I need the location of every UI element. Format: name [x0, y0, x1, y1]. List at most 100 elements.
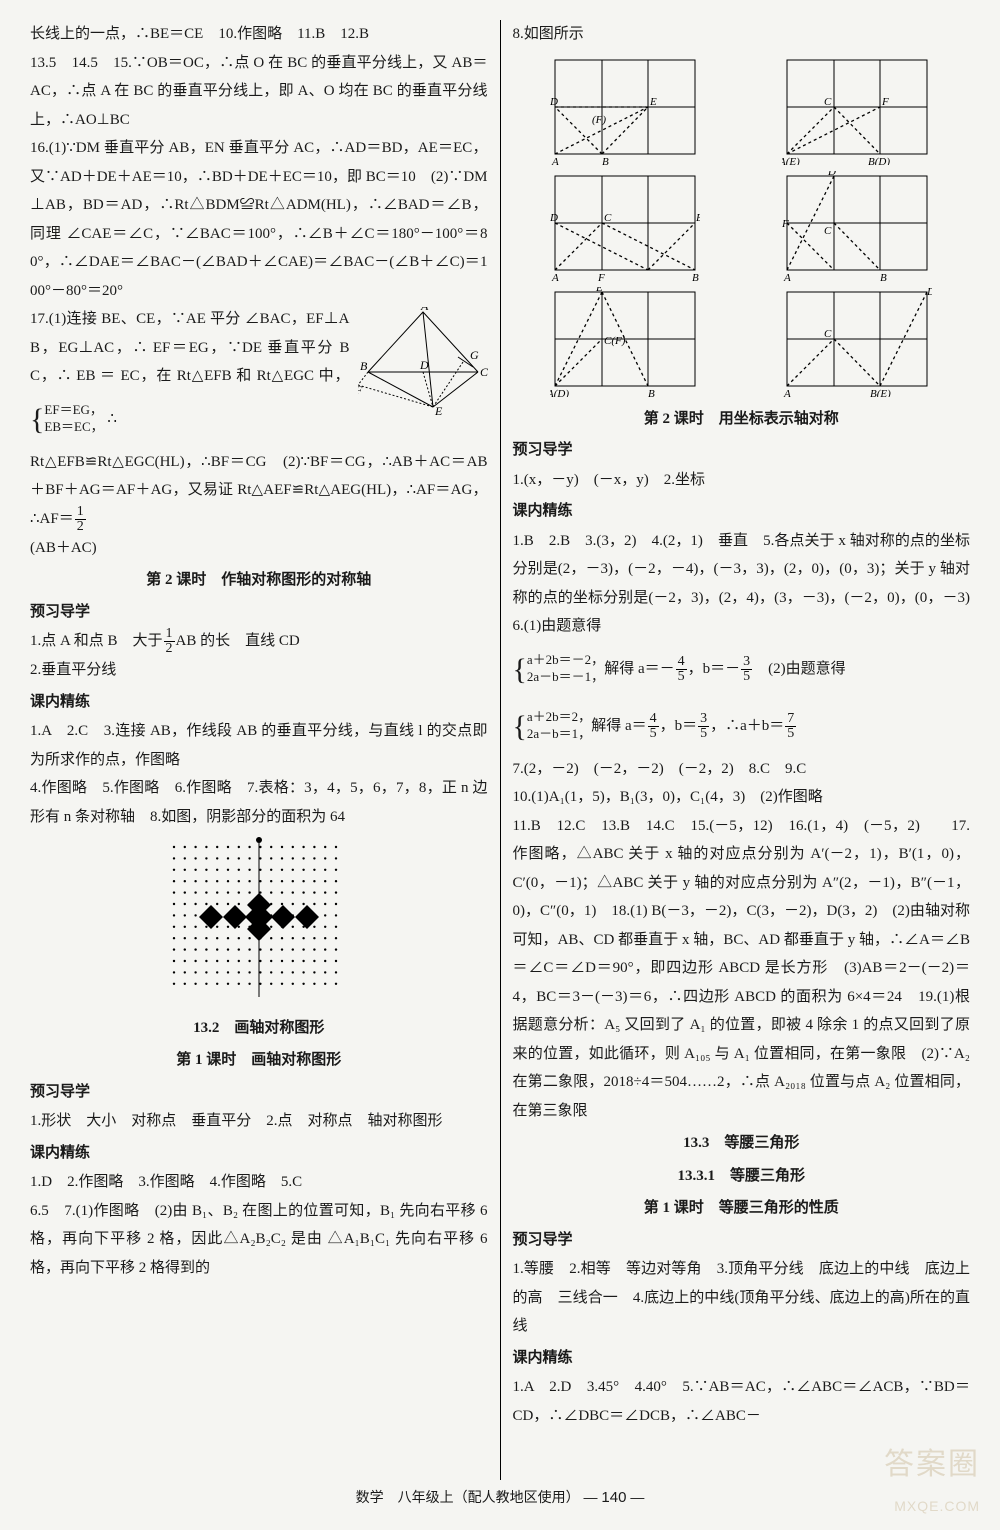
grid-figure: A B(E) C D — [782, 287, 932, 397]
section-subheading: 课内精练 — [30, 1139, 488, 1168]
geometry-figure-17: A B C D E F G — [358, 307, 488, 417]
body-text: 7.(2，－2) (－2，－2) (－2，2) 8.C 9.C — [513, 755, 971, 784]
grid-figure: A B D F C — [782, 171, 932, 281]
svg-text:A: A — [551, 156, 559, 165]
body-text: 4.作图略 5.作图略 6.作图略 7.表格：3，4，5，6，7，8，正 n 边… — [30, 774, 488, 831]
section-subheading: 课内精练 — [513, 497, 971, 526]
lesson-heading: 第 2 课时 作轴对称图形的对称轴 — [30, 566, 488, 595]
text-span: ，b＝ — [660, 717, 698, 733]
body-text: { a＋2b＝－2， 2a－b＝－1， 解得 a＝－45，b＝－35 (2)由题… — [513, 641, 971, 698]
text-span: ∴ — [107, 410, 117, 426]
cases-brace: { EF＝EG， EB＝EC， — [30, 391, 104, 448]
text-span: Rt△EFB≌Rt△EGC(HL)，∴BF＝CG (2)∵BF＝CG，∴AB＋A… — [30, 454, 488, 527]
fraction: 12 — [75, 505, 86, 534]
body-text: 1.A 2.C 3.连接 AB，作线段 AB 的垂直平分线，与直线 l 的交点即… — [30, 717, 488, 774]
grid-figure-row: A B D E (F) A(E) B(D) C F — [513, 55, 971, 397]
footer-text: 数学 八年级上（配人教地区使用） — [356, 1489, 580, 1505]
text-span: 1.B 2.B 3.(3，2) 4.(2，1) 垂直 5.各点关于 x 轴对称的… — [513, 533, 986, 635]
case-line: a＋2b＝－2， — [527, 652, 604, 669]
body-text: 长线上的一点，∴BE＝CE 10.作图略 11.B 12.B — [30, 20, 488, 49]
fraction: 12 — [164, 627, 175, 656]
lesson-heading: 第 2 课时 用坐标表示轴对称 — [513, 405, 971, 434]
svg-text:B(D): B(D) — [868, 156, 890, 165]
watermark-url: MXQE.COM — [884, 1493, 980, 1520]
left-column: 长线上的一点，∴BE＝CE 10.作图略 11.B 12.B 13.5 14.5… — [30, 20, 488, 1480]
section-heading: 13.3 等腰三角形 — [513, 1129, 971, 1158]
page-columns: 长线上的一点，∴BE＝CE 10.作图略 11.B 12.B 13.5 14.5… — [30, 20, 970, 1480]
case-line: a＋2b＝2， — [527, 709, 591, 726]
page-number: 140 — [601, 1489, 626, 1506]
grid-figure: A B C D E F — [550, 171, 700, 281]
body-text: { a＋2b＝2， 2a－b＝1， 解得 a＝45，b＝35，∴a＋b＝75 — [513, 698, 971, 755]
fraction: 45 — [676, 655, 687, 684]
case-line: 2a－b＝－1， — [527, 669, 604, 686]
section-subheading: 预习导学 — [30, 598, 488, 627]
svg-text:B: B — [880, 272, 887, 281]
svg-text:B: B — [692, 272, 699, 281]
svg-text:B(E): B(E) — [870, 388, 891, 397]
svg-text:A(E): A(E) — [782, 156, 800, 165]
svg-text:A: A — [551, 272, 559, 281]
section-subheading: 预习导学 — [30, 1078, 488, 1107]
cases-brace: { a＋2b＝－2， 2a－b＝－1， — [513, 641, 605, 698]
svg-text:D: D — [419, 358, 429, 372]
body-text: 16.(1)∵DM 垂直平分 AB，EN 垂直平分 AC，∴AD＝BD，AE＝E… — [30, 134, 488, 305]
section-subheading: 预习导学 — [513, 436, 971, 465]
body-text: 1.A 2.D 3.45° 4.40° 5.∵AB＝AC，∴∠ABC＝∠ACB，… — [513, 1373, 971, 1430]
svg-text:C: C — [604, 212, 612, 224]
grid-figure: A(E) B(D) C F — [782, 55, 932, 165]
lesson-heading: 第 1 课时 画轴对称图形 — [30, 1046, 488, 1075]
body-text: 1.形状 大小 对称点 垂直平分 2.点 对称点 轴对称图形 — [30, 1107, 488, 1136]
svg-text:F: F — [358, 383, 363, 397]
right-column: 8.如图所示 A B D E (F) — [513, 20, 971, 1480]
text-span: 1.点 A 和点 B 大于 — [30, 633, 163, 649]
svg-text:A: A — [420, 307, 429, 313]
grid-figure: A(D) B E C(F) — [550, 287, 700, 397]
body-text: 2.垂直平分线 — [30, 656, 488, 685]
section-subheading: 课内精练 — [513, 1344, 971, 1373]
watermark: 答案圈 MXQE.COM — [884, 1436, 980, 1520]
svg-text:A(D): A(D) — [550, 388, 569, 397]
svg-text:C(F): C(F) — [604, 335, 626, 347]
fraction: 35 — [698, 712, 709, 741]
svg-text:C: C — [824, 225, 832, 237]
body-text: 1.B 2.B 3.(3，2) 4.(2，1) 垂直 5.各点关于 x 轴对称的… — [513, 527, 971, 641]
svg-text:A: A — [783, 388, 791, 397]
column-divider — [500, 20, 501, 1480]
fraction: 75 — [785, 712, 796, 741]
svg-text:E: E — [649, 96, 657, 108]
cases-brace: { a＋2b＝2， 2a－b＝1， — [513, 698, 592, 755]
svg-text:E: E — [595, 287, 603, 294]
case-line: EF＝EG， — [44, 402, 103, 419]
body-text: 11.B 12.C 13.B 14.C 15.(－5，12) 16.(1，4) … — [513, 812, 971, 1126]
svg-text:G: G — [470, 348, 479, 362]
body-text: 1.(x，－y) (－x，y) 2.坐标 — [513, 466, 971, 495]
footer-dash: — — [584, 1489, 602, 1505]
body-text: 6.5 7.(1)作图略 (2)由 B₁、B₂ 在图上的位置可知，B₁ 先向右平… — [30, 1197, 488, 1283]
svg-text:B: B — [648, 388, 655, 397]
text-span: 17.(1)连接 BE、CE，∵AE 平分 ∠BAC，EF⊥AB，EG⊥AC，∴… — [30, 311, 350, 384]
text-span: ，b＝－ — [688, 660, 741, 676]
lesson-heading: 第 1 课时 等腰三角形的性质 — [513, 1194, 971, 1223]
text-span: 解得 a＝－ — [604, 660, 674, 676]
svg-text:C: C — [824, 328, 832, 340]
svg-text:F: F — [597, 272, 605, 281]
text-span: ，∴a＋b＝ — [710, 717, 784, 733]
footer-dash: — — [630, 1489, 644, 1505]
fraction: 35 — [741, 655, 752, 684]
symmetry-figure-wrap — [30, 837, 488, 1008]
svg-text:E: E — [695, 212, 700, 224]
svg-text:(F): (F) — [592, 114, 606, 126]
case-line: 2a－b＝1， — [527, 726, 591, 743]
page-footer: 数学 八年级上（配人教地区使用） — 140 — — [30, 1484, 970, 1513]
svg-text:B: B — [602, 156, 609, 165]
body-text: 1.D 2.作图略 3.作图略 4.作图略 5.C — [30, 1168, 488, 1197]
svg-text:E: E — [434, 404, 443, 417]
svg-text:D: D — [550, 212, 558, 224]
svg-text:F: F — [881, 96, 889, 108]
section-subheading: 预习导学 — [513, 1226, 971, 1255]
symmetry-dot-figure — [164, 837, 354, 997]
svg-text:D: D — [827, 171, 836, 178]
section-heading: 13.2 画轴对称图形 — [30, 1014, 488, 1043]
body-text: 8.如图所示 — [513, 20, 971, 49]
